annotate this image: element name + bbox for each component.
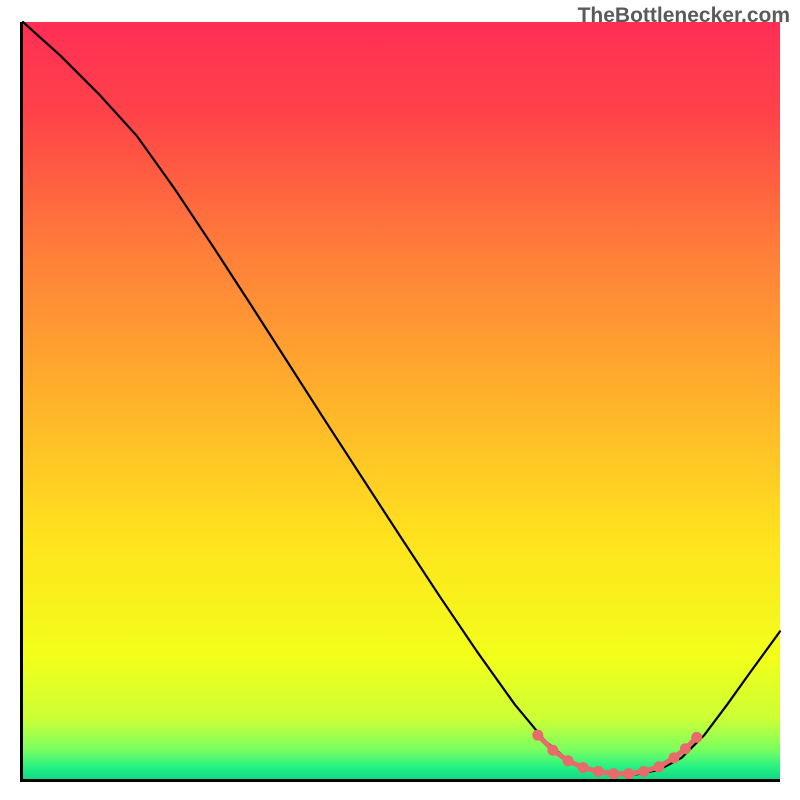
marker-dot [578, 762, 589, 773]
marker-dot [669, 752, 680, 763]
watermark-text: TheBottlenecker.com [578, 4, 790, 28]
marker-dot [608, 768, 619, 779]
marker-dot [653, 761, 664, 772]
marker-dot [623, 768, 634, 779]
marker-dot [593, 766, 604, 777]
bottleneck-chart: TheBottlenecker.com [0, 0, 800, 800]
plot-area [20, 22, 780, 782]
marker-dot [563, 755, 574, 766]
main-curve [23, 22, 780, 774]
marker-dot [547, 745, 558, 756]
curve-layer [23, 22, 780, 779]
marker-dot [691, 732, 702, 743]
marker-dot [638, 766, 649, 777]
marker-dot [532, 730, 543, 741]
marker-dot [680, 743, 691, 754]
